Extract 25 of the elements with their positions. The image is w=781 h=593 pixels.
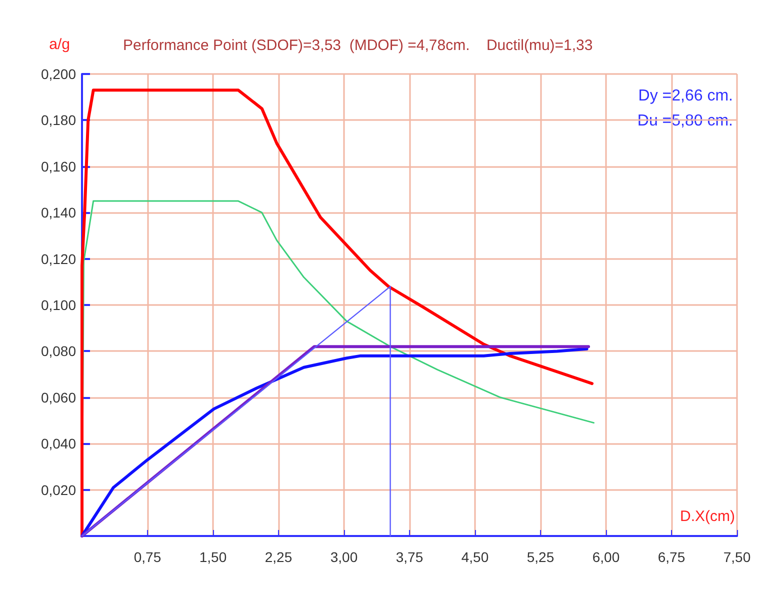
y-tick-label: 0,100 [40,297,76,313]
y-tick-label: 0,040 [40,436,76,452]
y-tick-label: 0,140 [40,204,76,221]
x-tick-label: 2,25 [264,549,292,565]
y-tick-label: 0,180 [40,112,76,128]
chart-title: Performance Point (SDOF)=3,53 (MDOF) =4,78cm. Ductil(mu)=1,33 [123,37,593,54]
x-tick-label: 3,00 [330,549,358,565]
y-tick-label: 0,200 [40,66,76,82]
y-tick-label: 0,080 [40,343,76,360]
annotation: Dy =2,66 cm. [638,88,733,104]
y-tick-label: 0,120 [40,250,76,267]
x-axis-title: D.X(cm) [680,508,735,525]
y-tick-label: 0,160 [40,158,76,174]
x-tick-label: 0,75 [134,549,162,565]
line-series [80,88,594,538]
y-tick-label: 0,020 [40,482,76,498]
x-tick-label: 6,75 [658,549,686,565]
x-tick-label: 4,50 [461,549,489,565]
x-tick-label: 7,50 [723,549,751,565]
x-tick-label: 3,75 [396,549,424,565]
y-tick-label: 0,060 [40,389,76,406]
x-tick-label: 6,00 [592,549,620,565]
y-axis-title: a/g [49,36,70,53]
x-tick-label: 5,25 [526,549,554,565]
x-tick-label: 1,50 [199,549,227,565]
